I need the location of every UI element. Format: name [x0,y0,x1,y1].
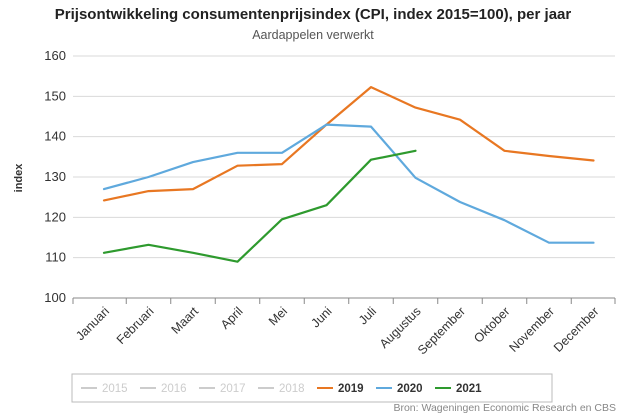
y-tick-label: 100 [44,290,66,305]
x-tick-label: Maart [169,304,202,337]
legend-item-2018[interactable]: 2018 [258,383,305,395]
y-tick-label: 150 [44,88,66,103]
legend-item-2020[interactable]: 2020 [376,383,423,395]
legend-item-2021[interactable]: 2021 [435,383,482,395]
x-tick-label: Juni [309,304,335,330]
series-line-2021[interactable] [102,149,417,263]
legend-item-2019[interactable]: 2019 [317,383,364,395]
y-axis-label: index [13,163,25,193]
source-note: Bron: Wageningen Economic Research en CB… [393,402,616,414]
legend-item-2017[interactable]: 2017 [199,383,246,395]
y-axis-ticks: 100 110 120 130 140 150 160 [44,48,66,305]
x-tick-label: December [551,304,602,355]
legend-label: 2016 [161,383,187,395]
legend-label: 2018 [279,383,305,395]
y-tick-label: 110 [45,250,66,265]
y-tick-label: 120 [44,209,66,224]
x-tick-label: Februari [114,304,157,347]
x-axis-ticks: Januari Februari Maart April Mei Juni JuliAugu… [72,298,616,357]
chart-title: Prijsontwikkeling consumentenprijsindex … [54,6,572,23]
legend-item-2015[interactable]: 2015 [81,383,128,395]
x-tick-label: Augustus [377,304,424,351]
y-tick-label: 160 [44,48,66,63]
x-tick-label: April [218,304,246,332]
x-tick-label: November [506,304,557,355]
legend-item-2016[interactable]: 2016 [140,383,187,395]
legend-label: 2020 [397,383,423,395]
legend-label: 2021 [456,383,482,395]
series-line-2020[interactable] [102,123,595,244]
series-line-2019[interactable] [102,86,595,202]
legend-label: 2019 [338,383,364,395]
legend-label: 2017 [220,383,246,395]
x-tick-label: Januari [73,304,112,343]
x-tick-label: Oktober [471,304,512,345]
x-tick-label: Mei [266,304,290,328]
legend-label: 2015 [102,383,128,395]
gridlines [73,55,615,259]
x-tick-label: September [415,304,468,357]
legend: 2015 2016 2017 2018 2019 2020 2021 [71,373,553,403]
chart-subtitle: Aardappelen verwerkt [252,28,374,42]
series-lines [102,86,595,263]
y-tick-label: 140 [44,129,66,144]
x-tick-label: Juli [356,304,379,327]
y-tick-label: 130 [44,169,66,184]
